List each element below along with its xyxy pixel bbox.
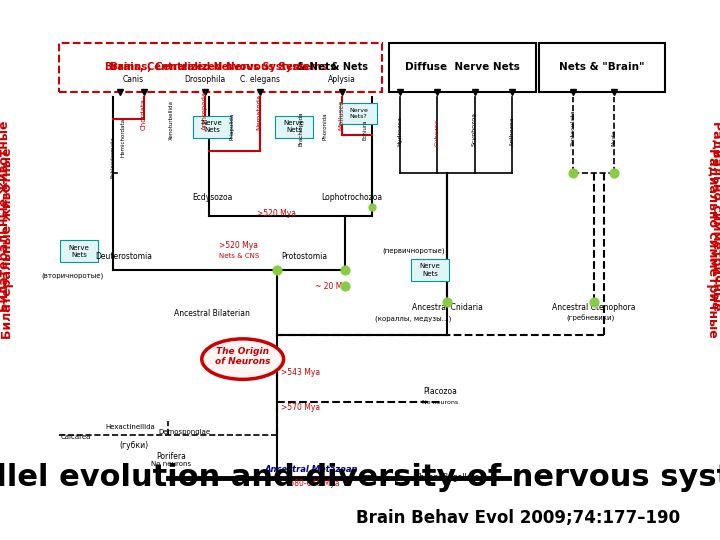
Text: Hexactinellida: Hexactinellida (105, 423, 155, 430)
Text: Priapulida: Priapulida (230, 113, 235, 140)
Ellipse shape (202, 339, 284, 379)
Text: Brain Behav Evol 2009;74:177–190: Brain Behav Evol 2009;74:177–190 (356, 509, 680, 528)
Point (339, 266, 351, 274)
Text: Nerve
Nets: Nerve Nets (284, 120, 305, 133)
Text: Ancestral Bilaterian: Ancestral Bilaterian (174, 309, 250, 318)
Text: >543 Mya: >543 Mya (281, 368, 320, 377)
Text: No neurons: No neurons (151, 461, 191, 468)
Text: Brachiopoda: Brachiopoda (298, 111, 303, 146)
Text: Choanoflagellata: Choanoflagellata (415, 474, 480, 482)
Text: Ancestral Metazoan: Ancestral Metazoan (264, 465, 358, 474)
FancyBboxPatch shape (539, 43, 665, 92)
Point (608, 168, 620, 177)
Text: Радиально симметричные: Радиально симметричные (710, 121, 720, 311)
Text: Porifera: Porifera (156, 452, 186, 461)
Text: Билатеральные животные: Билатеральные животные (1, 147, 14, 339)
Text: Nets & "Brain": Nets & "Brain" (559, 63, 645, 72)
FancyBboxPatch shape (58, 43, 382, 92)
Text: Echinodermata: Echinodermata (111, 136, 116, 178)
Text: Mollusca: Mollusca (338, 99, 345, 130)
Point (567, 168, 579, 177)
Text: No neurons: No neurons (423, 400, 459, 405)
Text: Билатеральные животные: Билатеральные животные (0, 120, 11, 312)
Point (366, 202, 378, 211)
Text: Hydrozoa: Hydrozoa (397, 116, 402, 146)
Text: Nets & CNS: Nets & CNS (219, 253, 259, 260)
Text: Ancestral Cnidaria: Ancestral Cnidaria (412, 303, 482, 312)
Text: Chordata: Chordata (141, 98, 147, 130)
Text: (первичноротые): (первичноротые) (382, 248, 445, 254)
FancyBboxPatch shape (411, 259, 449, 281)
Text: Lophotrochozoa: Lophotrochozoa (321, 193, 382, 201)
Text: Nerve
Nets: Nerve Nets (420, 264, 441, 276)
Text: Drosophila: Drosophila (184, 75, 226, 84)
Text: Ecdysozoa: Ecdysozoa (192, 193, 232, 201)
Text: (вторичноротые): (вторичноротые) (41, 272, 104, 279)
Text: (кораллы, медузы…): (кораллы, медузы…) (375, 315, 451, 322)
Text: >520 Mya: >520 Mya (219, 241, 258, 250)
Text: Cubozoa: Cubozoa (435, 119, 439, 146)
Text: Scyphozoa: Scyphozoa (472, 112, 477, 146)
Text: Ancestral Ctenophora: Ancestral Ctenophora (552, 303, 636, 312)
Text: & Nets: & Nets (331, 63, 369, 72)
Text: Canis: Canis (123, 75, 144, 84)
Text: Brains, Centralized Nervous Systems: Brains, Centralized Nervous Systems (110, 63, 328, 72)
Text: C. elegans: C. elegans (240, 75, 280, 84)
Text: Xenoturbellida: Xenoturbellida (168, 100, 174, 140)
Text: & Nets: & Nets (292, 63, 336, 72)
FancyBboxPatch shape (390, 43, 536, 92)
Text: Brains, Centralized Nervous Systems: Brains, Centralized Nervous Systems (105, 63, 312, 72)
Text: Nematoda: Nematoda (257, 93, 263, 130)
Point (588, 298, 600, 307)
Text: Aplysia: Aplysia (328, 75, 356, 84)
Point (271, 266, 282, 274)
Text: Diffuse  Nerve Nets: Diffuse Nerve Nets (405, 63, 520, 72)
Text: >570 Mya: >570 Mya (281, 403, 320, 412)
FancyBboxPatch shape (193, 116, 230, 138)
Text: Радиально симметричные: Радиально симметричные (706, 148, 719, 338)
Text: (губки): (губки) (119, 441, 148, 450)
Text: Nerve
Nets: Nerve Nets (68, 245, 89, 258)
Text: Hemichordata: Hemichordata (121, 118, 126, 157)
Text: ~580-640 Mya: ~580-640 Mya (283, 479, 339, 488)
Text: Anthozoa: Anthozoa (510, 116, 515, 146)
Text: Placozoa: Placozoa (423, 387, 457, 396)
Text: Protostomia: Protostomia (281, 252, 327, 261)
Text: Nerve
Nets: Nerve Nets (202, 120, 222, 133)
Text: Tentaculata: Tentaculata (571, 109, 576, 146)
Text: Demospongiae: Demospongiae (158, 429, 211, 435)
Text: (гребневики): (гребневики) (567, 315, 615, 322)
Point (339, 282, 351, 291)
Text: >520 Mya: >520 Mya (257, 209, 296, 218)
Text: Calcarea: Calcarea (60, 434, 91, 441)
Text: ~ 20 My: ~ 20 My (315, 282, 347, 291)
Text: Nuda: Nuda (612, 129, 617, 146)
Text: Echiura: Echiura (363, 120, 368, 140)
FancyBboxPatch shape (60, 240, 98, 262)
Point (441, 298, 453, 307)
FancyBboxPatch shape (340, 103, 377, 124)
FancyBboxPatch shape (31, 43, 686, 464)
Text: The Origin
of Neurons: The Origin of Neurons (215, 347, 271, 366)
Text: Phoronida: Phoronida (322, 113, 327, 140)
Text: Nerve
Nets?: Nerve Nets? (349, 108, 368, 119)
FancyBboxPatch shape (275, 116, 312, 138)
Text: Deuterostomia: Deuterostomia (95, 252, 152, 261)
Text: Arthropoda: Arthropoda (202, 91, 208, 130)
Text: Parallel evolution and diversity of nervous systems: Parallel evolution and diversity of nerv… (0, 463, 720, 492)
